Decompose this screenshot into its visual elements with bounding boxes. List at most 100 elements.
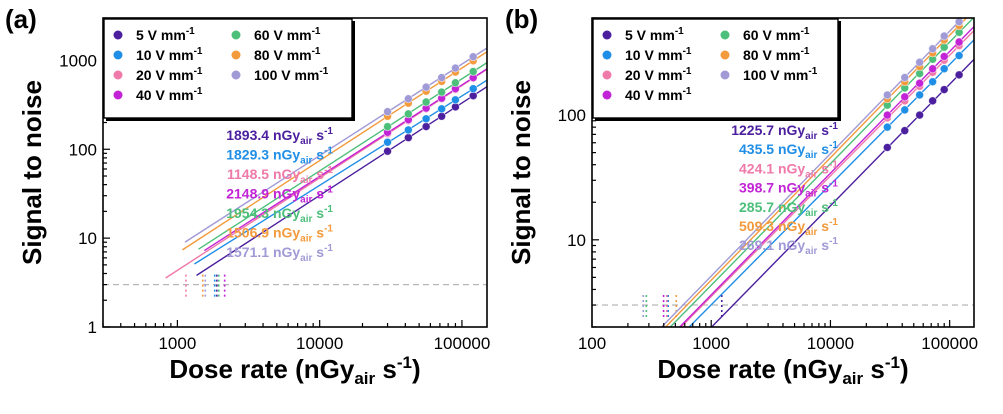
data-point [900, 105, 910, 115]
y-tick-label: 100 [558, 106, 586, 125]
data-point [437, 111, 447, 121]
legend-label: 100 V mm-1 [254, 66, 329, 83]
lod-annotation: 1225.7 nGyair s-1 [731, 121, 838, 142]
data-point [900, 126, 910, 136]
data-point [928, 64, 938, 74]
x-tick-label: 1000 [692, 334, 730, 353]
legend-marker [602, 90, 612, 100]
legend-label: 100 V mm-1 [743, 66, 818, 83]
data-point [882, 122, 892, 132]
legend-marker [113, 70, 123, 80]
y-tick-label: 10 [567, 231, 586, 250]
legend-label: 60 V mm-1 [254, 26, 321, 43]
legend-label: 10 V mm-1 [136, 46, 203, 63]
lod-annotation: 1506.9 nGyair s-1 [226, 224, 333, 245]
legend-marker [231, 70, 241, 80]
lod-annotation: 269.1 nGyair s-1 [739, 236, 838, 257]
legend-label: 80 V mm-1 [743, 46, 810, 63]
legend-marker [720, 30, 730, 40]
data-point [451, 95, 460, 105]
legend-marker [602, 70, 612, 80]
legend-box [103, 18, 353, 119]
data-point [403, 133, 413, 143]
legend-label: 20 V mm-1 [136, 66, 203, 83]
lod-annotation: 1148.5 nGyair s-1 [227, 165, 333, 186]
legend-marker [231, 50, 241, 60]
legend-label: 80 V mm-1 [254, 46, 321, 63]
fit-line-100v [660, 18, 964, 327]
lod-annotation: 285.7 nGyair s-1 [739, 198, 838, 219]
data-point [915, 110, 925, 120]
data-point [928, 44, 938, 54]
data-point [882, 143, 892, 152]
data-point [403, 94, 413, 104]
data-point [939, 31, 949, 41]
legend-label: 10 V mm-1 [625, 46, 692, 63]
legend-label: 40 V mm-1 [136, 86, 203, 103]
y-tick-label: 1000 [59, 51, 97, 70]
x-tick-label: 100 [578, 334, 606, 353]
legend-label: 5 V mm-1 [136, 26, 195, 43]
legend-label: 60 V mm-1 [743, 26, 810, 43]
legend-box [592, 18, 839, 119]
plot-frame [102, 17, 488, 328]
legend-marker [113, 90, 123, 100]
x-tick-label: 10000 [296, 334, 343, 353]
data-point [421, 122, 431, 131]
legend-marker [720, 70, 730, 80]
legend: 5 V mm-1 10 V mm-1 20 V mm-1 40 V mm-1 60 V … [103, 18, 355, 121]
data-point [437, 104, 447, 114]
lod-annotation: 2148.9 nGyair s-1 [226, 185, 333, 206]
legend-label: 20 V mm-1 [625, 66, 692, 83]
fit-line-80v [182, 51, 487, 251]
data-point [954, 17, 964, 27]
lod-annotation: 435.5 nGyair s-1 [739, 140, 838, 161]
y-tick-label: 100 [69, 140, 97, 159]
fit-line-5v [710, 58, 974, 327]
data-point [421, 97, 431, 107]
x-tick-label: 100000 [921, 334, 978, 353]
chart-panel-b: (b) 100 1000 10000 100000 10 100 Dose rate (nGy… [505, 4, 978, 388]
lod-annotation: 1893.4 nGyair s-1 [226, 126, 333, 147]
legend: 5 V mm-1 10 V mm-1 20 V mm-1 40 V mm-1 60 V … [592, 18, 841, 121]
data-point [928, 96, 938, 106]
data-point [421, 114, 431, 124]
data-point [954, 37, 964, 47]
data-point [468, 52, 478, 62]
legend-marker [113, 50, 123, 60]
data-point [468, 84, 478, 94]
x-axis-title: Dose rate (nGyair s-1) [169, 353, 420, 388]
data-point [939, 52, 949, 61]
data-point [437, 73, 447, 83]
data-point [451, 78, 460, 88]
legend-marker [602, 30, 612, 40]
lod-annotation: 1954.3 nGyair s-1 [226, 204, 333, 225]
x-tick-label: 100000 [434, 334, 491, 353]
data-point [900, 73, 910, 82]
panel-label: (b) [505, 4, 538, 34]
fit-line-100v [184, 47, 487, 243]
legend-label: 40 V mm-1 [625, 86, 692, 103]
data-point [882, 90, 892, 100]
data-point [882, 110, 892, 120]
data-point [954, 70, 964, 80]
legend-marker [720, 50, 730, 60]
panel-label: (a) [5, 4, 37, 34]
data-point [383, 146, 392, 156]
x-axis-title: Dose rate (nGyair s-1) [657, 353, 908, 388]
data-point [383, 107, 392, 117]
data-point [403, 125, 413, 135]
data-point [900, 92, 910, 102]
y-tick-label: 1 [88, 318, 97, 337]
data-point [421, 82, 431, 92]
data-point [954, 51, 964, 60]
data-point [928, 77, 938, 87]
lod-annotation: 1571.1 nGyair s-1 [226, 243, 333, 264]
data-point [383, 137, 392, 147]
legend-marker [602, 50, 612, 60]
y-axis-title: Signal to noise [17, 80, 47, 265]
data-point [403, 109, 413, 119]
y-axis-title: Signal to noise [506, 80, 536, 265]
